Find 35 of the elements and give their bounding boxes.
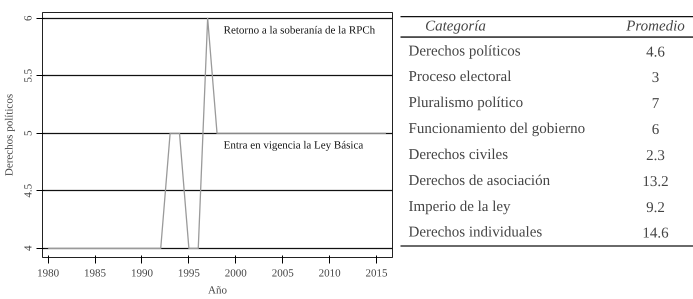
- category-label: Pluralismo político: [408, 95, 524, 112]
- text: Promedio: [625, 18, 686, 34]
- text: Categoría: [425, 18, 486, 34]
- data-label: 13.2: [642, 174, 669, 190]
- category-label: Imperio de la ley: [408, 198, 512, 215]
- x-tick-label: 2005: [272, 268, 294, 280]
- x-tick-label: 1985: [84, 268, 107, 280]
- category-label: Funcionamiento del gobierno: [408, 121, 586, 138]
- y-tick-label: 4: [22, 245, 34, 252]
- category-label: Derechos civiles: [408, 146, 508, 163]
- data-label: 14.6: [642, 226, 670, 242]
- y-tick-label: 6: [22, 15, 34, 21]
- category-label: Derechos políticos: [408, 43, 521, 60]
- x-tick-label: 1980: [37, 268, 60, 280]
- x-tick-label: 2010: [318, 268, 342, 280]
- data-label: 4.6: [646, 44, 666, 60]
- annotation: Retorno a la soberanía de la RPCh: [224, 24, 376, 36]
- y-tick-label: 5: [22, 130, 34, 136]
- y-tick-label: 4.5: [22, 183, 34, 198]
- data-label: 3: [652, 70, 660, 86]
- x-tick-label: 2000: [224, 268, 248, 280]
- data-label: 6: [652, 122, 660, 138]
- x-tick-label: 1995: [178, 268, 200, 280]
- x-axis-title: Año: [208, 284, 228, 296]
- data-label: 2.3: [646, 148, 665, 164]
- y-axis-title: Derechos políticos: [4, 94, 16, 176]
- category-label: Derechos de asociación: [408, 172, 551, 189]
- category-label: Proceso electoral: [408, 69, 512, 86]
- x-tick-label: 2015: [366, 268, 388, 280]
- y-tick-label: 5.5: [22, 68, 34, 83]
- category-label: Derechos individuales: [408, 224, 542, 241]
- data-label: 7: [652, 96, 660, 112]
- annotation: Entra en vigencia la Ley Básica: [224, 139, 364, 152]
- x-tick-label: 1990: [130, 268, 154, 280]
- data-label: 9.2: [646, 200, 665, 216]
